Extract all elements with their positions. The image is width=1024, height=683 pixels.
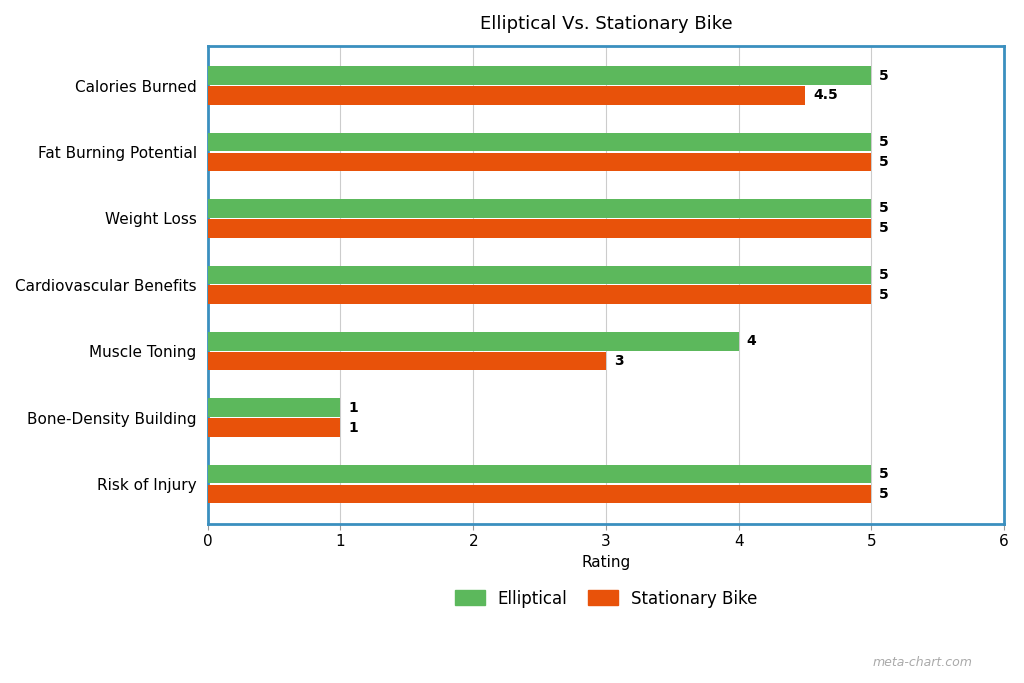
Bar (208, 465, 871, 484)
Title: Elliptical Vs. Stationary Bike: Elliptical Vs. Stationary Bike (479, 15, 732, 33)
Text: 5: 5 (880, 155, 889, 169)
Bar (208, 199, 871, 218)
Bar (208, 66, 871, 85)
Text: 5: 5 (880, 68, 889, 83)
Text: 5: 5 (880, 487, 889, 501)
Text: 5: 5 (880, 467, 889, 481)
Text: 5: 5 (880, 201, 889, 215)
Text: 5: 5 (880, 221, 889, 236)
Bar (208, 285, 871, 304)
Text: 1: 1 (348, 401, 358, 415)
Bar (208, 352, 606, 370)
Legend: Elliptical, Stationary Bike: Elliptical, Stationary Bike (455, 589, 758, 608)
Bar (208, 133, 871, 151)
Bar (208, 332, 738, 350)
Text: 5: 5 (880, 135, 889, 149)
X-axis label: Rating: Rating (582, 555, 631, 570)
Text: 5: 5 (880, 288, 889, 302)
Text: meta-chart.com: meta-chart.com (872, 656, 973, 669)
Bar (208, 219, 871, 238)
Text: 3: 3 (614, 354, 624, 368)
Text: 5: 5 (880, 268, 889, 282)
Bar (208, 398, 340, 417)
Bar (208, 485, 871, 503)
Bar (208, 266, 871, 284)
Text: 1: 1 (348, 421, 358, 434)
Bar (208, 152, 871, 171)
Text: 4: 4 (746, 334, 757, 348)
Text: 4.5: 4.5 (813, 89, 838, 102)
Bar (208, 86, 805, 104)
Bar (208, 418, 340, 437)
